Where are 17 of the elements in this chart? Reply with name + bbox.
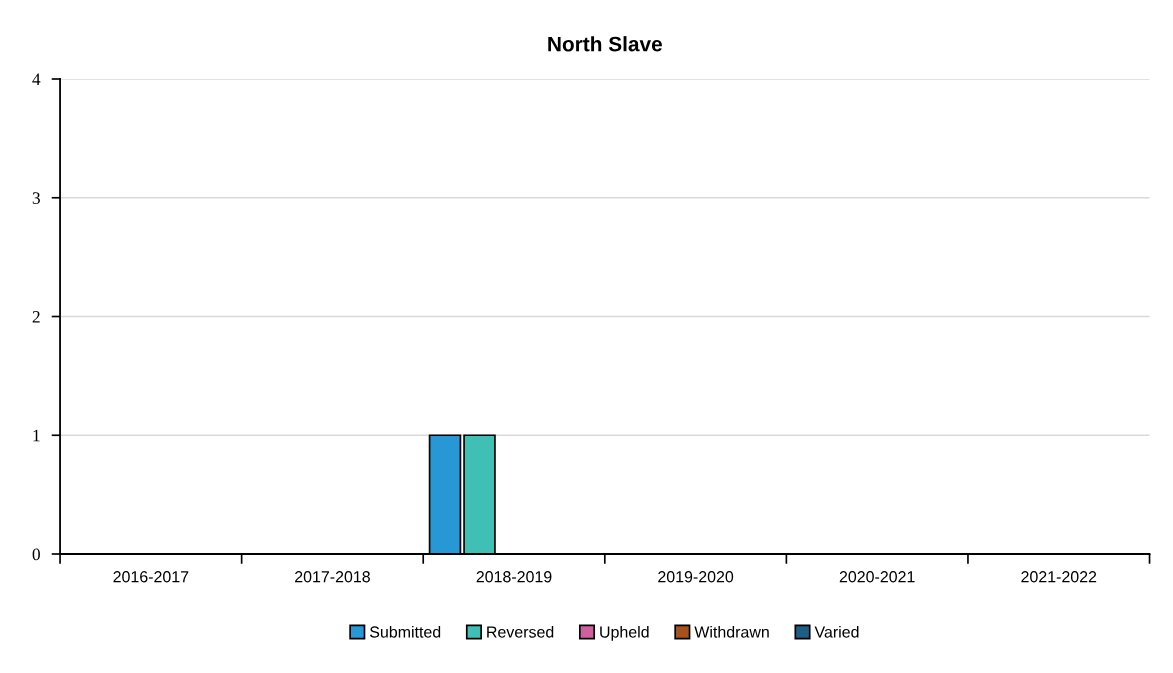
y-tick-label: 2 [32, 311, 40, 323]
x-tick-label: 2018-2019 [476, 571, 552, 583]
x-tick-label: 2017-2018 [295, 571, 370, 583]
x-tick-label: 2021-2022 [1021, 571, 1097, 583]
legend-label: Varied [814, 625, 859, 638]
x-tick-label: 2016-2017 [113, 571, 189, 583]
y-tick-label: 0 [32, 548, 40, 561]
y-tick-label: 4 [32, 73, 41, 86]
legend-label: Reversed [487, 625, 554, 638]
legend-label: Withdrawn [694, 625, 769, 638]
y-tick-label: 1 [33, 429, 40, 442]
legend-label: Submitted [370, 625, 441, 638]
y-tick-label: 3 [32, 192, 40, 204]
x-tick-label: 2019-2020 [658, 571, 734, 583]
legend-label: Upheld [600, 625, 649, 641]
x-tick-label: 2020-2021 [839, 571, 915, 583]
chart-title: North Slave [548, 36, 662, 52]
